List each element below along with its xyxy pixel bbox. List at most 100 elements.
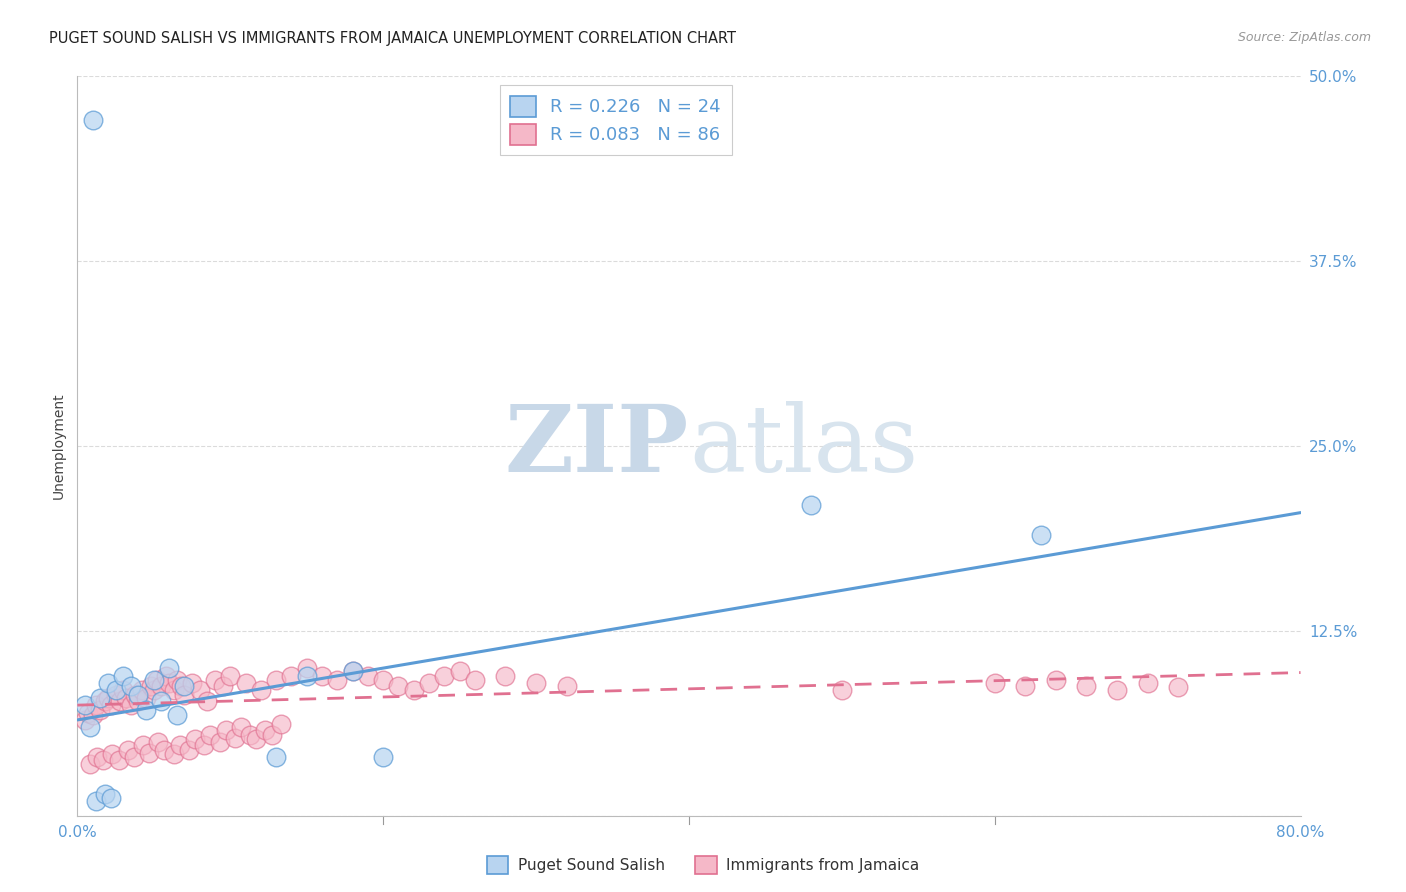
Point [138,746,160,760]
Point [135,690,157,705]
Point [170,679,193,693]
Point [184,732,207,747]
Point [371,750,394,764]
Point [1045,673,1067,687]
Point [112,668,135,682]
Point [84,794,107,808]
Legend: Puget Sound Salish, Immigrants from Jamaica: Puget Sound Salish, Immigrants from Jama… [481,850,925,880]
Point [264,673,287,687]
Point [239,728,262,742]
Point [127,694,149,708]
Point [97,690,120,705]
Point [120,679,142,693]
Point [142,673,165,687]
Point [214,723,236,738]
Text: ZIP: ZIP [505,401,689,491]
Text: Source: ZipAtlas.com: Source: ZipAtlas.com [1237,31,1371,45]
Point [77,706,100,720]
Point [127,688,149,702]
Point [173,679,195,693]
Point [260,728,283,742]
Point [1167,681,1189,695]
Point [169,738,191,752]
Point [108,694,131,708]
Point [295,661,318,675]
Point [208,735,231,749]
Point [157,676,180,690]
Point [195,694,218,708]
Point [122,750,145,764]
Point [135,702,157,716]
Point [524,676,547,690]
Point [173,688,195,702]
Point [101,747,124,761]
Point [254,723,277,738]
Point [84,698,107,712]
Point [181,676,204,690]
Point [115,690,138,705]
Point [166,673,188,687]
Point [984,676,1007,690]
Point [311,668,333,682]
Point [224,731,246,745]
Point [157,661,180,675]
Point [264,750,287,764]
Point [235,676,257,690]
Text: atlas: atlas [689,401,918,491]
Point [200,728,222,742]
Point [153,742,176,756]
Point [295,668,318,682]
Point [91,753,114,767]
Point [124,688,146,702]
Point [100,698,122,712]
Point [555,679,578,693]
Point [163,747,186,761]
Point [150,694,173,708]
Point [150,679,173,693]
Point [104,683,127,698]
Point [104,688,127,702]
Point [326,673,349,687]
Point [139,679,162,693]
Point [402,683,425,698]
Point [148,735,170,749]
Point [79,720,101,734]
Point [357,668,380,682]
Point [387,679,409,693]
Point [73,698,96,712]
Point [97,676,120,690]
Point [371,673,394,687]
Point [342,664,364,678]
Point [117,742,139,756]
Point [204,673,226,687]
Point [132,738,155,752]
Point [79,757,101,772]
Point [1076,679,1098,693]
Point [89,690,111,705]
Point [89,702,111,716]
Point [120,698,142,712]
Point [82,113,104,128]
Point [155,668,177,682]
Point [229,720,252,734]
Point [163,683,186,698]
Point [177,742,200,756]
Point [433,668,456,682]
Point [495,668,517,682]
Point [270,717,292,731]
Y-axis label: Unemployment: Unemployment [52,392,66,500]
Text: PUGET SOUND SALISH VS IMMIGRANTS FROM JAMAICA UNEMPLOYMENT CORRELATION CHART: PUGET SOUND SALISH VS IMMIGRANTS FROM JA… [49,31,737,46]
Point [86,750,108,764]
Point [219,668,242,682]
Point [1136,676,1159,690]
Point [112,683,135,698]
Point [800,498,823,512]
Point [73,713,96,727]
Point [107,753,129,767]
Point [94,787,117,801]
Point [131,683,153,698]
Point [245,732,267,747]
Point [464,673,486,687]
Point [418,676,440,690]
Point [166,708,188,723]
